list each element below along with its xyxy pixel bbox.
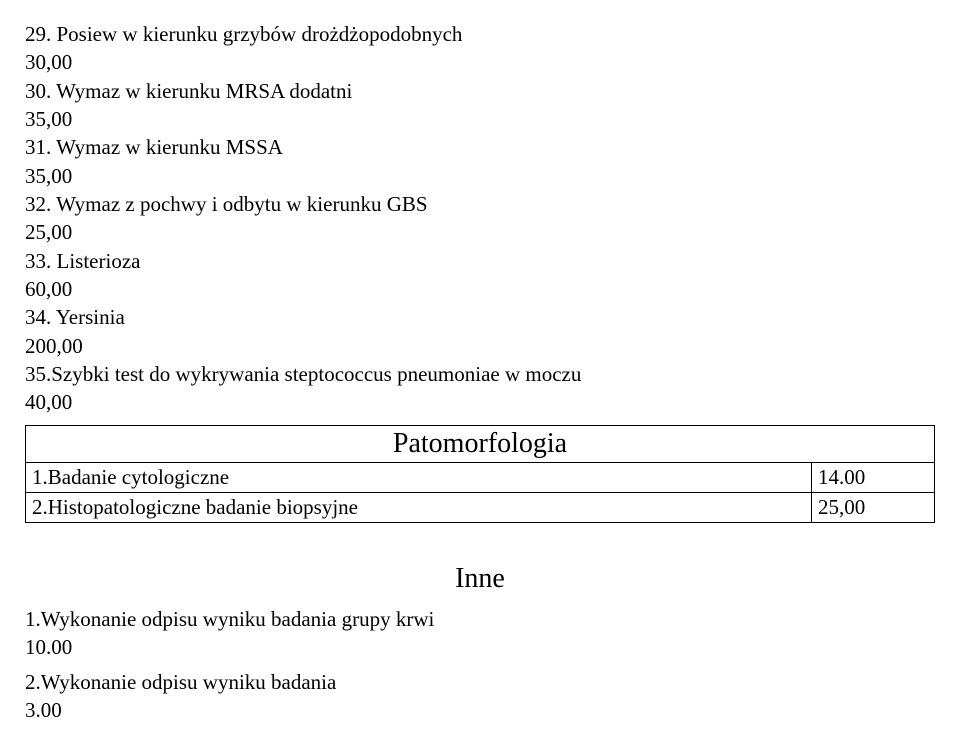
inne-item: 2.Wykonanie odpisu wyniku badania 3.00	[25, 668, 935, 725]
item-label: Szybki test do wykrywania steptococcus p…	[51, 362, 581, 386]
item-num: 35.	[25, 362, 51, 386]
item-price: 30,00	[25, 48, 935, 76]
item-price: 60,00	[25, 275, 935, 303]
numbered-list: 29. Posiew w kierunku grzybów drożdżopod…	[25, 20, 935, 417]
list-item: 34. Yersinia	[25, 303, 935, 331]
item-num: 29.	[25, 22, 51, 46]
list-item: 30. Wymaz w kierunku MRSA dodatni	[25, 77, 935, 105]
list-item: 35.Szybki test do wykrywania steptococcu…	[25, 360, 935, 388]
list-item: 32. Wymaz z pochwy i odbytu w kierunku G…	[25, 190, 935, 218]
item-price: 25,00	[25, 218, 935, 246]
row-label: 1.Badanie cytologiczne	[26, 462, 812, 492]
inne-label: 1.Wykonanie odpisu wyniku badania grupy …	[25, 605, 935, 633]
inne-price: 10.00	[25, 633, 935, 661]
row-label: 2.Histopatologiczne badanie biopsyjne	[26, 492, 812, 522]
item-label: Listerioza	[57, 249, 141, 273]
item-price: 35,00	[25, 105, 935, 133]
patomorfologia-header: Patomorfologia	[26, 425, 935, 462]
row-price: 14.00	[812, 462, 935, 492]
inne-header: Inne	[25, 563, 935, 595]
item-num: 31.	[25, 135, 51, 159]
patomorfologia-table: Patomorfologia 1.Badanie cytologiczne 14…	[25, 425, 935, 523]
row-price: 25,00	[812, 492, 935, 522]
item-label: Wymaz w kierunku MRSA dodatni	[56, 79, 352, 103]
item-label: Posiew w kierunku grzybów drożdżopodobny…	[57, 22, 463, 46]
item-num: 33.	[25, 249, 51, 273]
item-label: Yersinia	[56, 305, 125, 329]
inne-item: 1.Wykonanie odpisu wyniku badania grupy …	[25, 605, 935, 662]
table-row: 2.Histopatologiczne badanie biopsyjne 25…	[26, 492, 935, 522]
item-price: 40,00	[25, 388, 935, 416]
list-item: 29. Posiew w kierunku grzybów drożdżopod…	[25, 20, 935, 48]
item-num: 30.	[25, 79, 51, 103]
item-price: 200,00	[25, 332, 935, 360]
item-price: 35,00	[25, 162, 935, 190]
list-item: 33. Listerioza	[25, 247, 935, 275]
item-num: 32.	[25, 192, 51, 216]
list-item: 31. Wymaz w kierunku MSSA	[25, 133, 935, 161]
table-row: 1.Badanie cytologiczne 14.00	[26, 462, 935, 492]
inne-label: 2.Wykonanie odpisu wyniku badania	[25, 668, 935, 696]
item-label: Wymaz z pochwy i odbytu w kierunku GBS	[56, 192, 427, 216]
inne-price: 3.00	[25, 696, 935, 724]
item-label: Wymaz w kierunku MSSA	[56, 135, 283, 159]
item-num: 34.	[25, 305, 51, 329]
